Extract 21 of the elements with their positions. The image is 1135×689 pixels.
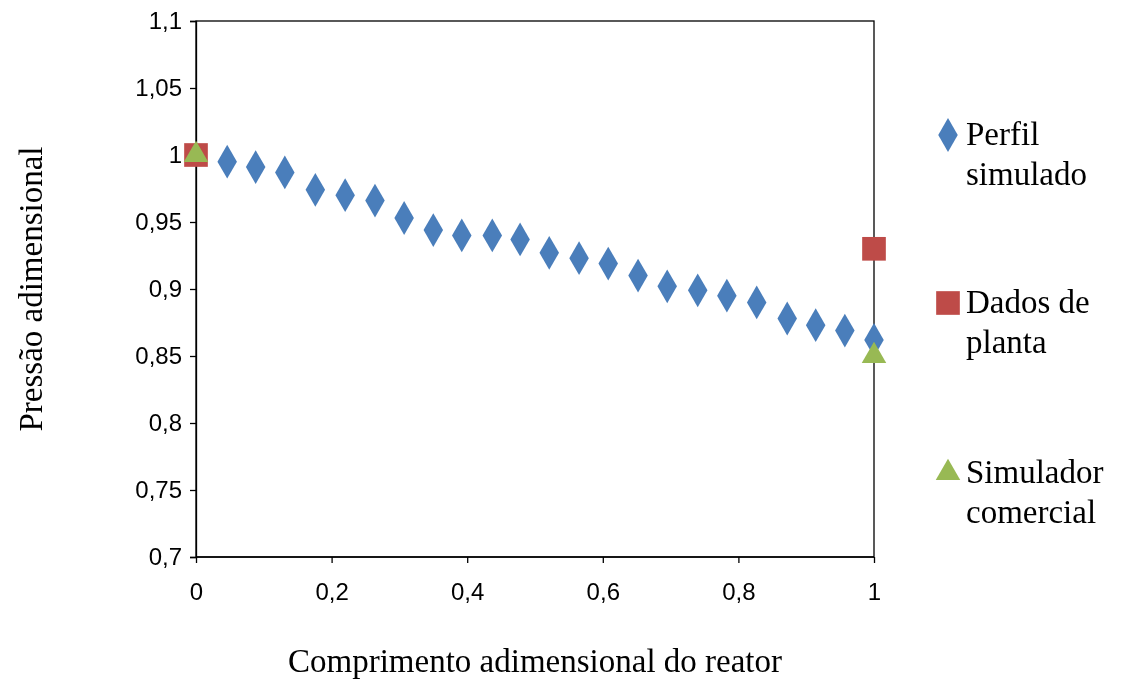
y-tick-label: 1	[168, 141, 182, 169]
y-tick-label: 1,1	[148, 7, 182, 35]
legend-label: Dados de planta	[966, 284, 1090, 360]
y-tick-label: 0,85	[135, 342, 182, 370]
y-tick-label: 0,75	[135, 476, 182, 504]
y-tick-label: 0,9	[148, 275, 182, 303]
y-tick-label: 0,7	[148, 543, 182, 571]
x-tick-label: 0,6	[586, 578, 620, 606]
y-tick-label: 0,95	[135, 208, 182, 236]
y-tick-label: 1,05	[135, 74, 182, 102]
y-axis-title: Pressão adimensional	[13, 146, 49, 432]
legend-label: Simulador comercial	[966, 454, 1104, 530]
point	[862, 236, 886, 261]
y-tick-label: 0,8	[148, 409, 182, 437]
x-tick-label: 0,2	[315, 578, 349, 606]
x-tick-label: 0	[189, 578, 204, 606]
x-tick-label: 0,8	[722, 578, 756, 606]
x-tick-label: 1	[867, 578, 882, 606]
x-axis-title: Comprimento adimensional do reator	[288, 643, 782, 679]
legend-label: Perfil simulado	[966, 116, 1087, 192]
x-tick-label: 0,4	[451, 578, 485, 606]
